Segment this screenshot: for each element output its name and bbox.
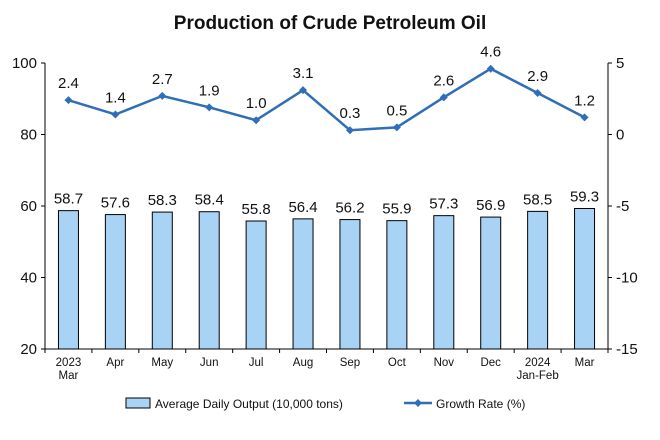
x-tick-label-line: Mar	[575, 357, 595, 369]
x-tick-label-line: Jun	[200, 357, 219, 369]
line-point	[580, 113, 589, 122]
legend: Average Daily Output (10,000 tons) Growth…	[125, 397, 525, 411]
x-tick-label: Oct	[388, 357, 407, 369]
bar-value-label: 55.9	[382, 201, 411, 218]
x-tick-label: Jun	[200, 357, 219, 369]
line-point	[252, 116, 261, 125]
line-value-label: 2.4	[58, 75, 79, 92]
right-tick-label: -10	[616, 270, 638, 287]
x-tick-label: May	[151, 357, 173, 369]
left-tick-label: 60	[20, 198, 37, 215]
bar	[198, 211, 220, 350]
line-point	[345, 126, 354, 135]
line-point	[486, 64, 495, 73]
bar-value-label: 56.2	[335, 200, 364, 217]
bar	[574, 208, 596, 350]
legend-bar-swatch	[125, 397, 151, 409]
line-point	[111, 110, 120, 119]
x-tick-label-line: Mar	[59, 370, 79, 382]
x-tick-label-line: 2023	[56, 357, 82, 369]
bar-value-label: 58.5	[523, 191, 552, 208]
line-value-label: 2.9	[527, 68, 548, 85]
x-tick-label-line: Jul	[249, 357, 264, 369]
x-tick-label-line: Jan-Feb	[517, 370, 559, 382]
line-point	[158, 91, 167, 100]
bar	[245, 220, 267, 350]
x-tick-label-line: Aug	[293, 357, 313, 369]
bar	[57, 210, 79, 350]
line-point	[299, 86, 308, 95]
x-tick-label: Sep	[340, 357, 360, 369]
right-tick-label: -5	[616, 198, 629, 215]
line-value-label: 1.9	[199, 82, 220, 99]
x-tick-label-line: 2024	[525, 357, 551, 369]
bar-value-label: 58.4	[195, 192, 224, 209]
right-tick-label: 5	[616, 55, 624, 72]
bar	[386, 220, 408, 350]
x-tick-label: Aug	[293, 357, 313, 369]
bar	[527, 210, 549, 350]
left-tick-label: 40	[20, 270, 37, 287]
legend-line-marker	[414, 399, 422, 407]
x-tick-label: Nov	[434, 357, 455, 369]
x-tick-label-line: Dec	[480, 357, 501, 369]
chart-title: Production of Crude Petroleum Oil	[174, 13, 486, 34]
left-tick-label: 20	[20, 341, 37, 358]
x-tick-label-line: Nov	[434, 357, 455, 369]
bar-value-label: 56.4	[288, 199, 317, 216]
growth-rate-line	[68, 67, 586, 132]
x-tick-label: 2023 Mar	[56, 357, 82, 382]
bar-value-label: 59.3	[570, 189, 599, 206]
x-tick-label-line: Oct	[388, 357, 407, 369]
x-tick-label: Apr	[106, 357, 124, 369]
bar	[292, 218, 314, 350]
line-value-label: 2.7	[152, 71, 173, 88]
bar-value-label: 56.9	[476, 197, 505, 214]
bar-value-label: 57.3	[429, 196, 458, 213]
bar-value-label: 55.8	[242, 201, 271, 218]
line-value-label: 1.4	[105, 89, 126, 106]
x-tick-label-line: May	[151, 357, 173, 369]
line-point	[533, 89, 542, 98]
bar-value-label: 58.7	[54, 191, 83, 208]
line-value-label: 0.3	[340, 105, 361, 122]
x-tick-label: Mar	[575, 357, 595, 369]
line-value-label: 0.5	[386, 102, 407, 119]
bar	[151, 211, 173, 350]
line-point	[64, 96, 73, 105]
legend-line-label: Growth Rate (%)	[436, 397, 525, 411]
right-tick-label: -15	[616, 341, 638, 358]
x-tick-label-line: Sep	[340, 357, 360, 369]
line-point	[392, 123, 401, 132]
line-point	[439, 93, 448, 102]
bar	[480, 216, 502, 350]
line-value-label: 2.6	[433, 72, 454, 89]
line-value-label: 4.6	[480, 44, 501, 61]
legend-bar-label: Average Daily Output (10,000 tons)	[155, 397, 343, 411]
x-tick-label: 2024 Jan-Feb	[517, 357, 559, 382]
line-value-label: 3.1	[293, 65, 314, 82]
bar	[104, 214, 126, 350]
bar-value-label: 57.6	[101, 195, 130, 212]
line-value-label: 1.2	[574, 92, 595, 109]
line-value-label: 1.0	[246, 95, 267, 112]
x-tick-label-line: Apr	[106, 357, 124, 369]
line-point	[205, 103, 214, 112]
right-tick-label: 0	[616, 127, 624, 144]
x-tick-label: Jul	[249, 357, 264, 369]
left-tick-label: 100	[12, 55, 37, 72]
bar-value-label: 58.3	[148, 192, 177, 209]
bar	[433, 215, 455, 350]
x-tick-label: Dec	[480, 357, 501, 369]
bar	[339, 219, 361, 350]
left-tick-label: 80	[20, 127, 37, 144]
